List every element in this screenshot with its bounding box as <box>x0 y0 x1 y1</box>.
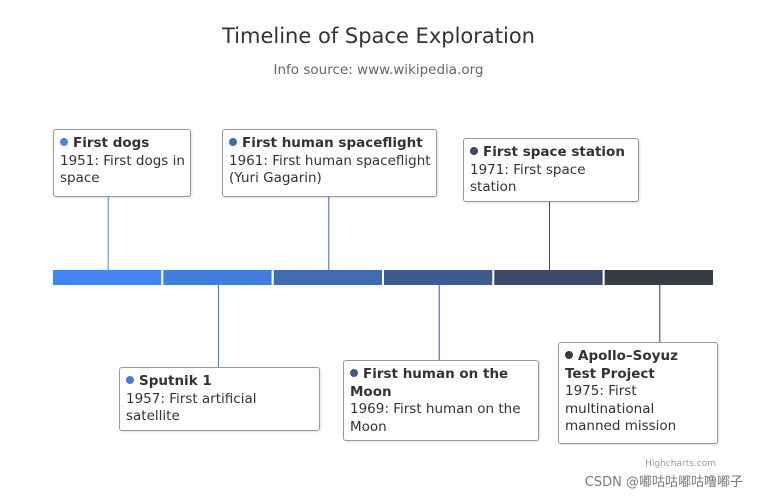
series-dot-icon <box>60 138 68 146</box>
event-label[interactable]: Apollo–Soyuz Test Project 1975: First mul… <box>558 342 718 444</box>
event-name: First human on the Moon <box>350 366 509 400</box>
series-dot-icon <box>126 376 134 384</box>
event-description: 1969: First human on the Moon <box>350 401 521 435</box>
event-description: 1975: First multinational manned mission <box>565 383 677 434</box>
event-name-row: First human spaceflight <box>229 135 431 153</box>
event-name-row: Apollo–Soyuz Test Project <box>565 348 712 383</box>
timeline-segment[interactable] <box>53 270 162 285</box>
timeline-segment[interactable] <box>163 270 272 285</box>
event-description: 1961: First human spaceflight (Yuri Gaga… <box>229 152 431 187</box>
event-description: 1957: First artificial satellite <box>126 390 257 425</box>
timeline-segment[interactable] <box>604 270 713 285</box>
series-dot-icon <box>229 138 237 146</box>
watermark: CSDN @嘟咕咕嘟咕噜嘟子 <box>584 475 743 490</box>
timeline-segment[interactable] <box>384 270 493 285</box>
event-name-row: First human on the Moon <box>350 366 533 401</box>
event-label[interactable]: Sputnik 1 1957: First artificial satellit… <box>119 367 320 431</box>
event-label[interactable]: First dogs 1951: First dogs in space <box>53 129 191 197</box>
event-name: First space station <box>483 144 625 160</box>
series-dot-icon <box>565 351 573 359</box>
event-name: First dogs <box>73 135 150 151</box>
timeline-segment[interactable] <box>273 270 382 285</box>
event-label[interactable]: First human on the Moon 1969: First human… <box>343 360 539 441</box>
event-label[interactable]: First human spaceflight 1961: First human… <box>222 129 437 197</box>
credits-link[interactable]: Highcharts.com <box>645 459 716 469</box>
chart-subtitle: Info source: www.wikipedia.org <box>273 62 484 78</box>
timeline-segment[interactable] <box>494 270 603 285</box>
event-name-row: Sputnik 1 <box>126 373 314 391</box>
series-dot-icon <box>470 147 478 155</box>
event-description: 1971: First space station <box>470 161 586 196</box>
series-dot-icon <box>350 369 358 377</box>
event-name: Sputnik 1 <box>139 373 212 389</box>
event-name: Apollo–Soyuz Test Project <box>565 348 678 382</box>
event-name-row: First space station <box>470 144 633 162</box>
event-name-row: First dogs <box>60 135 185 153</box>
chart-title: Timeline of Space Exploration <box>222 24 535 48</box>
event-name: First human spaceflight <box>242 135 423 151</box>
event-label[interactable]: First space station 1971: First space sta… <box>463 138 639 202</box>
event-description: 1951: First dogs in space <box>60 152 185 187</box>
